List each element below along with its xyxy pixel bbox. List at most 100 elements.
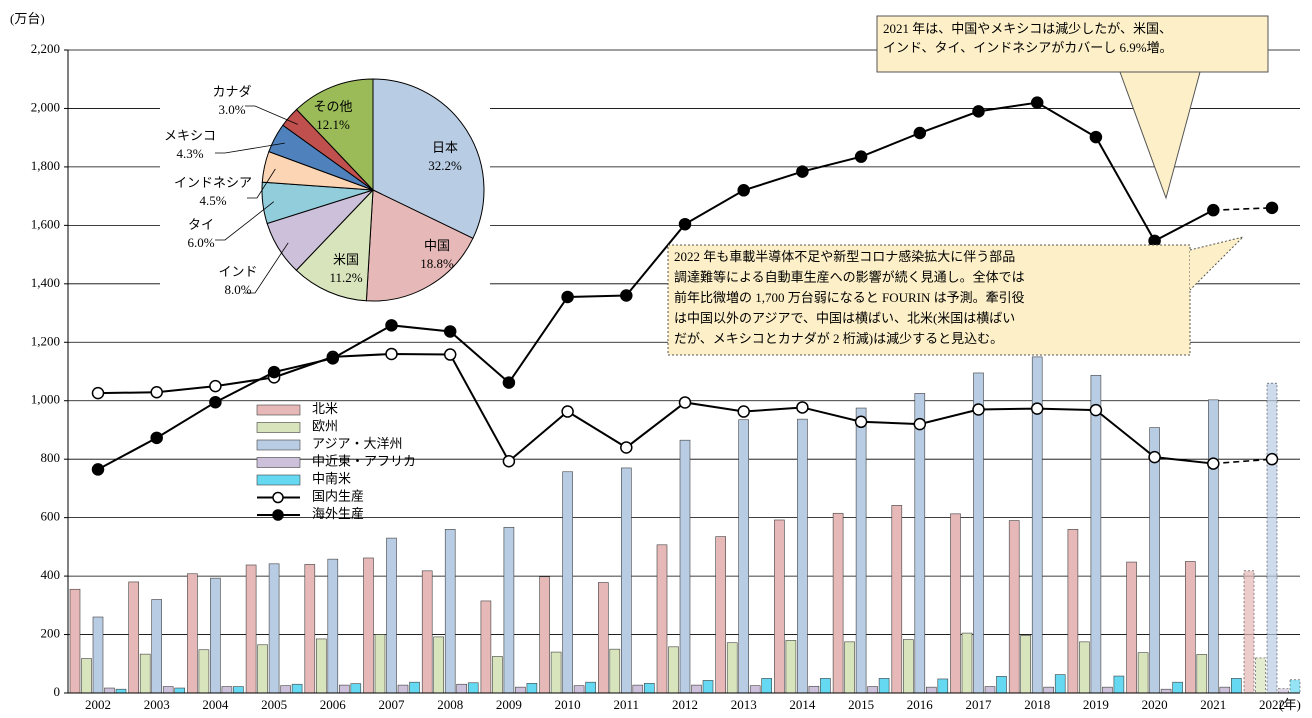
legend-label: アジア・大洋州: [312, 436, 402, 451]
y-tick-label: 800: [41, 450, 61, 465]
x-tick-label: 2017: [966, 697, 993, 712]
bar: [1102, 686, 1113, 694]
marker: [385, 319, 398, 332]
bar: [210, 577, 221, 694]
bar: [245, 564, 257, 694]
marker: [1030, 402, 1044, 415]
pie-slice: [295, 78, 374, 192]
marker: [678, 396, 692, 409]
bar: [1126, 561, 1137, 694]
marker: [620, 289, 633, 302]
y-tick-label: 1,200: [31, 333, 60, 348]
bar: [350, 683, 362, 694]
x-tick-label: 2021: [1200, 697, 1226, 712]
bar: [902, 639, 914, 694]
bar: [996, 676, 1007, 694]
bar: [104, 687, 115, 694]
marker: [1207, 457, 1220, 470]
x-tick-label: 2014: [789, 697, 816, 712]
bar: [503, 526, 515, 694]
pie-value: 3.0%: [218, 102, 245, 117]
x-tick-label: 2019: [1083, 697, 1109, 712]
bar: [1054, 674, 1066, 694]
bar: [456, 683, 468, 694]
marker: [561, 290, 574, 304]
y-tick-label: 2,200: [31, 41, 60, 56]
legend-swatch: [256, 404, 301, 416]
x-tick-label: 2010: [555, 697, 581, 712]
bar: [914, 393, 926, 694]
x-tick-label: 2009: [496, 697, 522, 712]
bar: [444, 529, 456, 694]
leader-line: [245, 242, 289, 294]
leader-line: [215, 201, 275, 241]
legend-label: 欧州: [312, 418, 338, 433]
bar: [151, 599, 162, 694]
legend-label: 国内生産: [312, 488, 364, 503]
bar: [1008, 520, 1020, 694]
callout: [667, 244, 1191, 356]
marker: [1148, 234, 1161, 248]
bar: [174, 687, 185, 694]
pie-label: 米国: [333, 252, 359, 267]
marker: [796, 401, 809, 414]
pie-label: 中国: [424, 238, 450, 253]
line: [97, 101, 1214, 471]
y-tick-label: 0: [54, 684, 61, 699]
pie-value: 4.5%: [199, 193, 226, 208]
bar: [808, 685, 820, 694]
legend-label: 海外生産: [312, 506, 364, 521]
callout-text: 調達難等による自動車生産への影響が続く見通し。全体では: [674, 269, 1025, 284]
bar: [198, 649, 210, 694]
callout: [876, 15, 1269, 200]
marker: [91, 386, 105, 400]
x-tick-label: 2004: [202, 697, 229, 712]
bar: [363, 557, 374, 694]
bar: [492, 656, 503, 694]
bar: [643, 683, 655, 694]
marker: [620, 441, 633, 454]
x-tick-label: 2012: [672, 697, 698, 712]
bar: [386, 537, 397, 694]
marker: [854, 415, 868, 429]
marker: [443, 325, 457, 338]
bar: [1043, 686, 1054, 694]
bar: [550, 651, 562, 694]
bar: [867, 686, 878, 694]
bar: [1090, 374, 1102, 694]
callout-text: 2022 年も車載半導体不足や新型コロナ感染拡大に伴う部品: [674, 249, 1015, 264]
bar: [187, 573, 198, 694]
pie-value: 6.0%: [187, 235, 214, 250]
legend-label: 北米: [312, 401, 338, 416]
callout-text: は中国以外のアジアで、中国は横ばい、北米(米国は横ばい: [674, 310, 1015, 325]
legend-marker: [272, 491, 284, 504]
bar: [1185, 561, 1196, 694]
bar: [715, 536, 727, 694]
bar: [257, 644, 268, 694]
bar: [280, 685, 291, 694]
x-unit: (年): [1279, 697, 1301, 712]
bar: [1231, 678, 1242, 694]
y-tick-label: 600: [41, 509, 61, 524]
x-tick-label: 2005: [261, 697, 287, 712]
pie-value: 4.3%: [176, 146, 203, 161]
marker: [1089, 403, 1103, 417]
bar: [128, 581, 139, 694]
bar: [1137, 652, 1149, 694]
legend-label: 中近東・アフリカ: [312, 453, 416, 468]
bar: [397, 684, 409, 694]
bar: [539, 576, 550, 694]
bar: [738, 419, 750, 694]
marker: [972, 105, 985, 118]
x-tick-label: 2013: [731, 697, 757, 712]
forecast-line: [1213, 207, 1273, 211]
bar: [573, 685, 585, 694]
marker: [796, 165, 809, 178]
marker: [913, 126, 927, 140]
bar: [1219, 686, 1231, 694]
x-tick-label: 2006: [320, 697, 347, 712]
bar: [855, 407, 867, 694]
bar: [668, 646, 679, 694]
x-tick-label: 2007: [379, 697, 406, 712]
callout-pointer: [1189, 236, 1245, 291]
